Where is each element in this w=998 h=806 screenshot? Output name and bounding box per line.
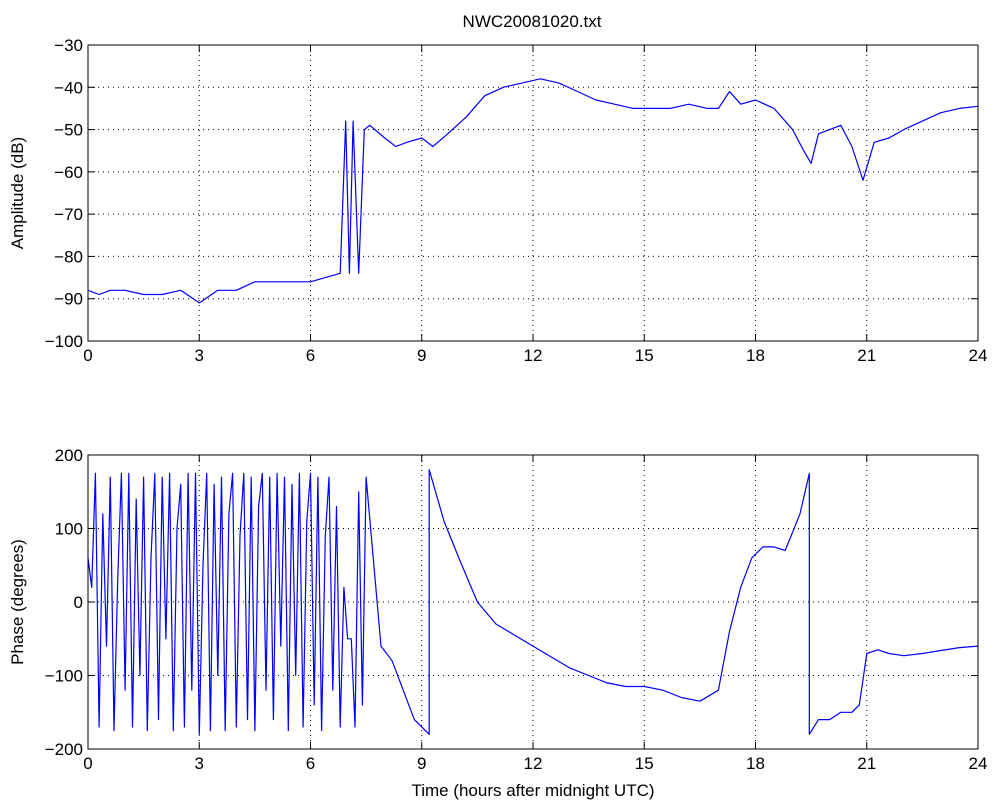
phase-x-tick-label: 3 (195, 754, 204, 773)
amplitude-y-ticks: −100 −90 −80 −70 −60 −50 −40 −30 (45, 36, 978, 351)
phase-plot: −200 −100 0 100 200 0 3 6 9 12 15 18 21 24 Phase (de… (8, 446, 987, 800)
amplitude-series-line (87, 78, 979, 304)
phase-series-line (87, 469, 979, 735)
amplitude-x-tick-label: 0 (83, 346, 92, 365)
amplitude-x-tick-label: 24 (969, 346, 988, 365)
amplitude-y-tick-label: −60 (54, 163, 83, 182)
amplitude-y-tick-label: −30 (54, 36, 83, 55)
amplitude-y-axis-label: Amplitude (dB) (8, 137, 27, 249)
amplitude-grid (88, 45, 978, 341)
amplitude-x-tick-label: 6 (306, 346, 315, 365)
phase-y-tick-label: −100 (45, 667, 83, 686)
phase-x-tick-label: 21 (857, 754, 876, 773)
phase-y-tick-label: 200 (55, 446, 83, 465)
phase-y-tick-label: 0 (74, 593, 83, 612)
amplitude-x-tick-label: 21 (857, 346, 876, 365)
amplitude-y-tick-label: −90 (54, 290, 83, 309)
amplitude-y-tick-label: −80 (54, 247, 83, 266)
amplitude-x-tick-label: 18 (746, 346, 765, 365)
amplitude-plot: −100 −90 −80 −70 −60 −50 −40 −30 0 3 6 9 12 15 18 21 24… (8, 36, 987, 365)
phase-x-tick-label: 0 (83, 754, 92, 773)
phase-y-tick-label: −200 (45, 740, 83, 759)
amplitude-x-tick-label: 9 (417, 346, 426, 365)
phase-series (87, 469, 979, 735)
amplitude-x-ticks: 0 3 6 9 12 15 18 21 24 (83, 45, 987, 365)
phase-x-tick-label: 24 (969, 754, 988, 773)
amplitude-series (87, 78, 979, 304)
amplitude-x-tick-label: 15 (635, 346, 654, 365)
phase-x-tick-label: 12 (524, 754, 543, 773)
amplitude-x-tick-label: 3 (195, 346, 204, 365)
phase-x-axis-label: Time (hours after midnight UTC) (411, 781, 654, 800)
phase-y-ticks: −200 −100 0 100 200 (45, 446, 978, 759)
chart-title: NWC20081020.txt (463, 12, 602, 31)
phase-y-tick-label: 100 (55, 520, 83, 539)
amplitude-x-tick-label: 12 (524, 346, 543, 365)
amplitude-y-tick-label: −100 (45, 332, 83, 351)
amplitude-y-tick-label: −40 (54, 78, 83, 97)
phase-x-tick-label: 9 (417, 754, 426, 773)
amplitude-y-tick-label: −50 (54, 121, 83, 140)
phase-x-tick-label: 15 (635, 754, 654, 773)
phase-x-tick-label: 6 (306, 754, 315, 773)
phase-x-tick-label: 18 (746, 754, 765, 773)
phase-y-axis-label: Phase (degrees) (8, 539, 27, 665)
amplitude-y-tick-label: −70 (54, 205, 83, 224)
phase-x-ticks: 0 3 6 9 12 15 18 21 24 (83, 455, 987, 773)
